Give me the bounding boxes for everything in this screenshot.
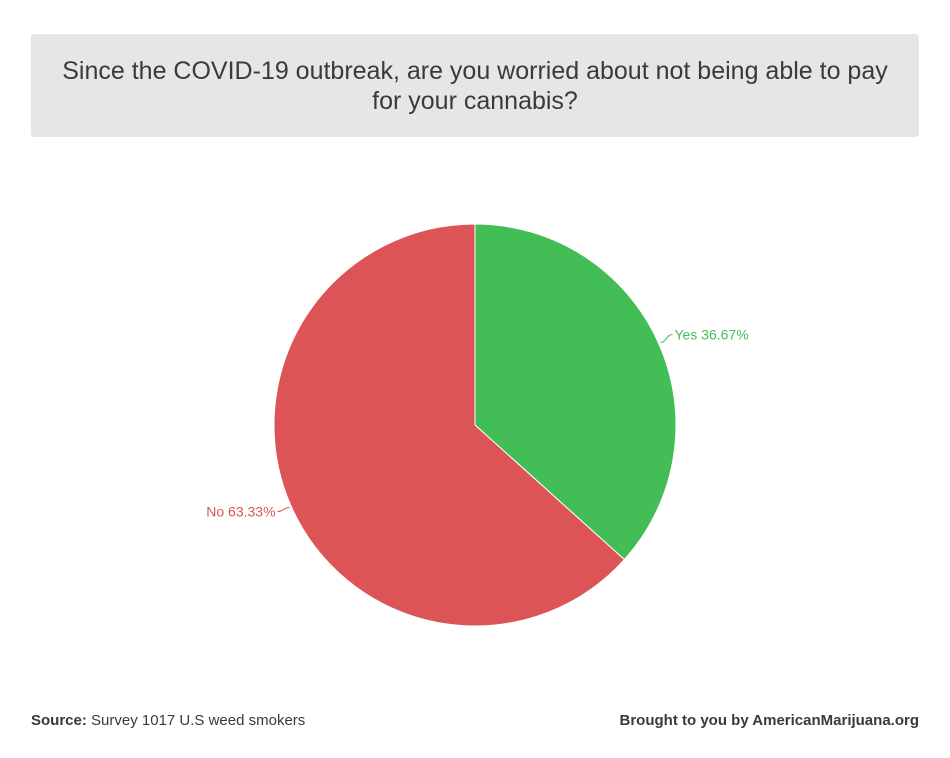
source-label: Source: — [31, 712, 87, 729]
data-label-no: No 63.33% — [206, 504, 275, 520]
connector-yes — [660, 333, 673, 343]
connector-no — [277, 507, 290, 513]
chart-title: Since the COVID-19 outbreak, are you wor… — [62, 56, 888, 115]
source-text: Survey 1017 U.S weed smokers — [91, 712, 306, 729]
pie-labels: Yes 36.67% No 63.33% — [206, 326, 748, 519]
credit-note: Brought to you by AmericanMarijuana.org — [619, 712, 919, 729]
pie-slices — [273, 223, 677, 627]
data-label-yes: Yes 36.67% — [674, 326, 748, 342]
chart-title-box: Since the COVID-19 outbreak, are you wor… — [31, 34, 919, 137]
pie-slice-no — [273, 223, 626, 627]
pie-slice-yes — [474, 223, 677, 561]
source-note: Source: Survey 1017 U.S weed smokers — [31, 712, 305, 729]
